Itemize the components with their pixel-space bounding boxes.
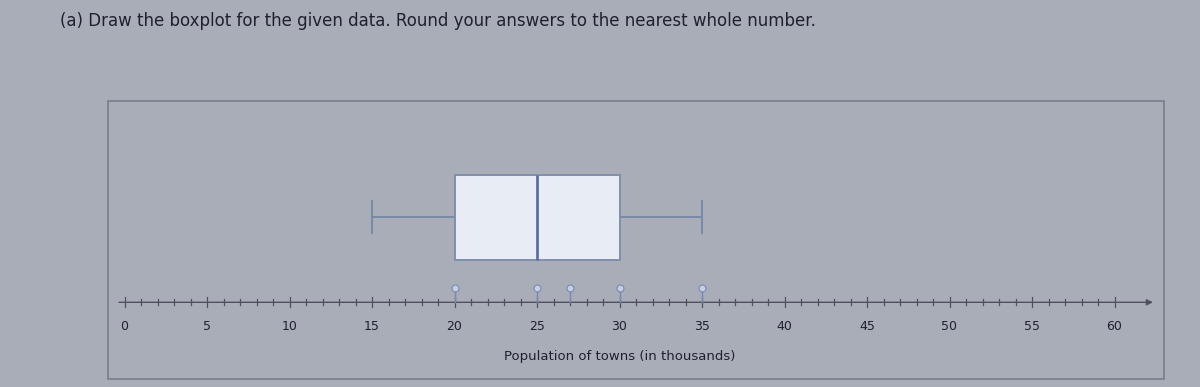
Text: 40: 40: [776, 320, 792, 332]
Text: Population of towns (in thousands): Population of towns (in thousands): [504, 350, 736, 363]
Text: 5: 5: [203, 320, 211, 332]
Text: 45: 45: [859, 320, 875, 332]
Bar: [455, 175, 619, 260]
Text: 35: 35: [694, 320, 710, 332]
Text: 55: 55: [1024, 320, 1040, 332]
Text: 10: 10: [282, 320, 298, 332]
Text: 50: 50: [942, 320, 958, 332]
Text: 0: 0: [120, 320, 128, 332]
Text: (a) Draw the boxplot for the given data. Round your answers to the nearest whole: (a) Draw the boxplot for the given data.…: [60, 12, 816, 30]
Text: 30: 30: [612, 320, 628, 332]
Text: 25: 25: [529, 320, 545, 332]
Text: 15: 15: [364, 320, 380, 332]
Text: 60: 60: [1106, 320, 1122, 332]
Text: 20: 20: [446, 320, 462, 332]
